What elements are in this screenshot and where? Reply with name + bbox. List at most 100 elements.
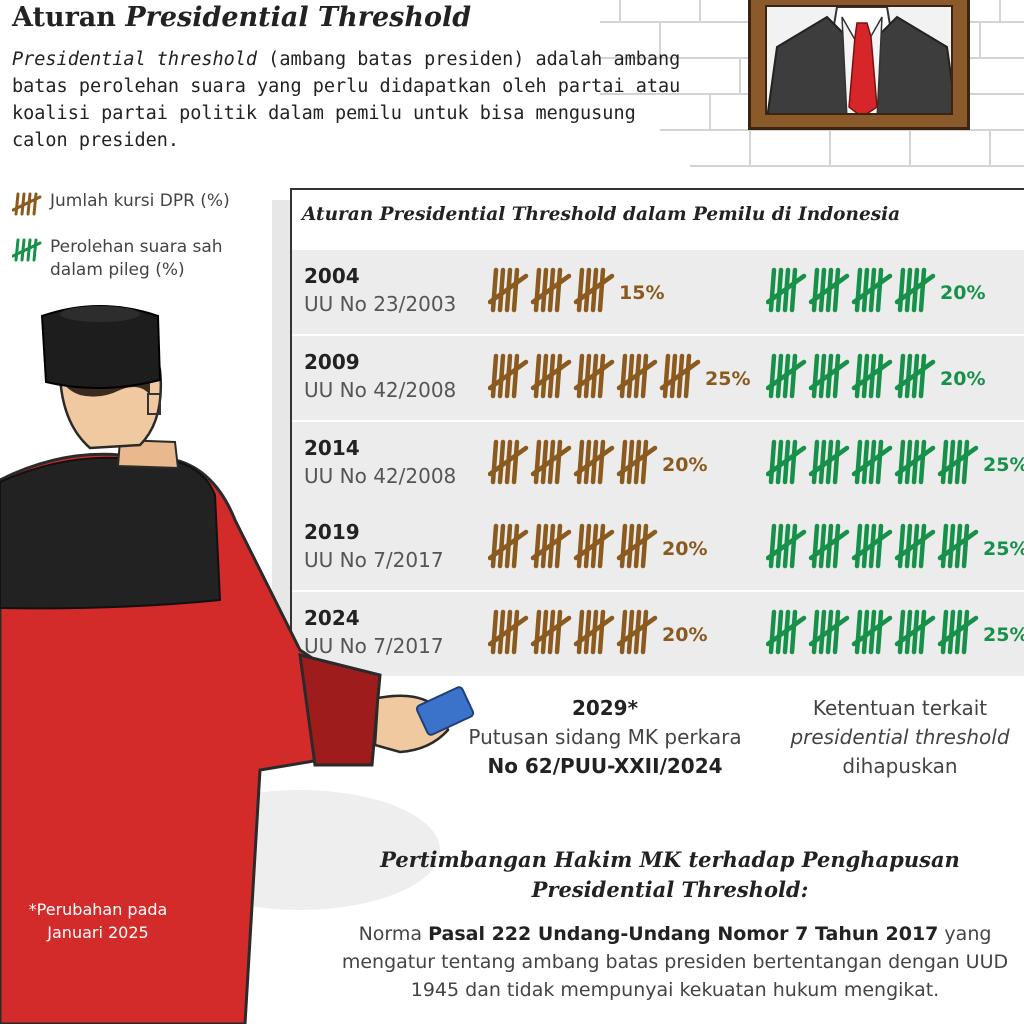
ruling-result-line3: dihapuskan: [842, 754, 958, 778]
tally-group: [659, 353, 701, 399]
dpr-tally: [488, 267, 615, 313]
vote-percent: 20%: [940, 368, 986, 390]
dpr-percent: 20%: [662, 454, 708, 476]
ruling-case: No 62/PUU-XXII/2024: [487, 754, 723, 778]
tally-group: [851, 353, 893, 399]
tally-group: [808, 267, 850, 313]
row-law: UU No 42/2008: [304, 378, 457, 402]
legend-dpr: Jumlah kursi DPR (%): [12, 190, 230, 216]
tally-group: [851, 439, 893, 485]
legend-votes-label-2: dalam pileg (%): [50, 260, 185, 280]
tally-group: [573, 609, 615, 655]
tally-group: [573, 353, 615, 399]
tally-group: [488, 267, 529, 313]
threshold-panel: Aturan Presidential Threshold dalam Pemi…: [272, 188, 1024, 676]
consideration-body: Norma Pasal 222 Undang-Undang Nomor 7 Ta…: [341, 923, 1009, 1001]
tally-group: [573, 439, 615, 485]
legend-dpr-label: Jumlah kursi DPR (%): [50, 191, 230, 211]
vote-tally: [766, 523, 979, 569]
vote-tally: [766, 267, 936, 313]
ruling-line1: Putusan sidang MK perkara: [468, 725, 742, 749]
threshold-row: 2024 UU No 7/2017 20% 25%: [292, 592, 1024, 676]
tally-group: [937, 523, 979, 569]
tally-green-icon: [12, 238, 42, 262]
tally-group: [766, 267, 807, 313]
threshold-row: 2019 UU No 7/2017 20% 25%: [292, 506, 1024, 590]
brick-wall-illustration: [600, 0, 1024, 167]
tally-group: [573, 523, 615, 569]
tally-group: [488, 353, 529, 399]
ruling-year: 2029*: [571, 696, 639, 720]
tally-group: [937, 439, 979, 485]
row-year: 2004: [304, 264, 360, 288]
tally-group: [894, 439, 936, 485]
vote-percent: 25%: [983, 538, 1024, 560]
footnote: *Perubahan pada Januari 2025: [8, 898, 188, 944]
row-year: 2009: [304, 350, 360, 374]
tally-group: [488, 609, 529, 655]
tally-group: [530, 439, 572, 485]
tally-group: [530, 523, 572, 569]
intro-text: Presidential threshold (ambang batas pre…: [12, 49, 681, 151]
vote-tally: [766, 609, 979, 655]
panel-title: Aturan Presidential Threshold dalam Pemi…: [302, 204, 901, 225]
legend-votes: Perolehan suara sah dalam pileg (%): [12, 236, 223, 282]
dpr-percent: 25%: [705, 368, 751, 390]
tally-brown-icon: [12, 192, 42, 216]
tally-group: [894, 353, 936, 399]
tally-group: [530, 353, 572, 399]
dpr-percent: 20%: [662, 538, 708, 560]
threshold-row: 2009 UU No 42/2008 25% 20%: [292, 336, 1024, 420]
vote-tally: [766, 439, 979, 485]
tally-group: [488, 439, 529, 485]
tally-group: [808, 609, 850, 655]
dpr-tally: [488, 523, 658, 569]
dpr-tally: [488, 609, 658, 655]
tally-group: [766, 609, 807, 655]
row-year: 2014: [304, 436, 360, 460]
tally-group: [616, 609, 658, 655]
tally-group: [851, 267, 893, 313]
portrait-frame: [748, 0, 970, 130]
vote-percent: 25%: [983, 624, 1024, 646]
tally-group: [530, 609, 572, 655]
tally-group: [616, 523, 658, 569]
tally-group: [937, 609, 979, 655]
tally-group: [851, 609, 893, 655]
tally-group: [766, 353, 807, 399]
row-year: 2019: [304, 520, 360, 544]
page-title: Aturan Presidential Threshold: [12, 2, 472, 33]
tally-group: [616, 439, 658, 485]
footnote-line2: Januari 2025: [47, 923, 149, 942]
tally-group: [808, 439, 850, 485]
vote-tally: [766, 353, 936, 399]
tally-group: [808, 523, 850, 569]
judge-illustration: [0, 305, 475, 1024]
vote-percent: 25%: [983, 454, 1024, 476]
president-portrait-icon: [767, 7, 951, 113]
dpr-tally: [488, 439, 658, 485]
tally-group: [573, 267, 615, 313]
tally-group: [808, 353, 850, 399]
panel-shadow: [272, 200, 292, 668]
row-law: UU No 7/2017: [304, 548, 444, 572]
tally-group: [488, 523, 529, 569]
tally-group: [894, 267, 936, 313]
dpr-percent: 15%: [619, 282, 665, 304]
tally-group: [766, 439, 807, 485]
ruling-result-line1: Ketentuan terkait: [812, 696, 988, 720]
threshold-row: 2014 UU No 42/2008 20% 25%: [292, 422, 1024, 506]
dpr-tally: [488, 353, 701, 399]
footnote-line1: *Perubahan pada: [28, 900, 168, 919]
tally-group: [894, 609, 936, 655]
vote-percent: 20%: [940, 282, 986, 304]
ruling-result: Ketentuan terkait presidential threshold…: [780, 694, 1020, 781]
ruling-result-italic: presidential threshold: [790, 725, 1010, 749]
tally-group: [894, 523, 936, 569]
threshold-row: 2004 UU No 23/2003 15% 20%: [292, 250, 1024, 334]
row-law: UU No 42/2008: [304, 464, 457, 488]
dpr-percent: 20%: [662, 624, 708, 646]
tally-group: [766, 523, 807, 569]
row-law: UU No 7/2017: [304, 634, 444, 658]
row-law: UU No 23/2003: [304, 292, 457, 316]
